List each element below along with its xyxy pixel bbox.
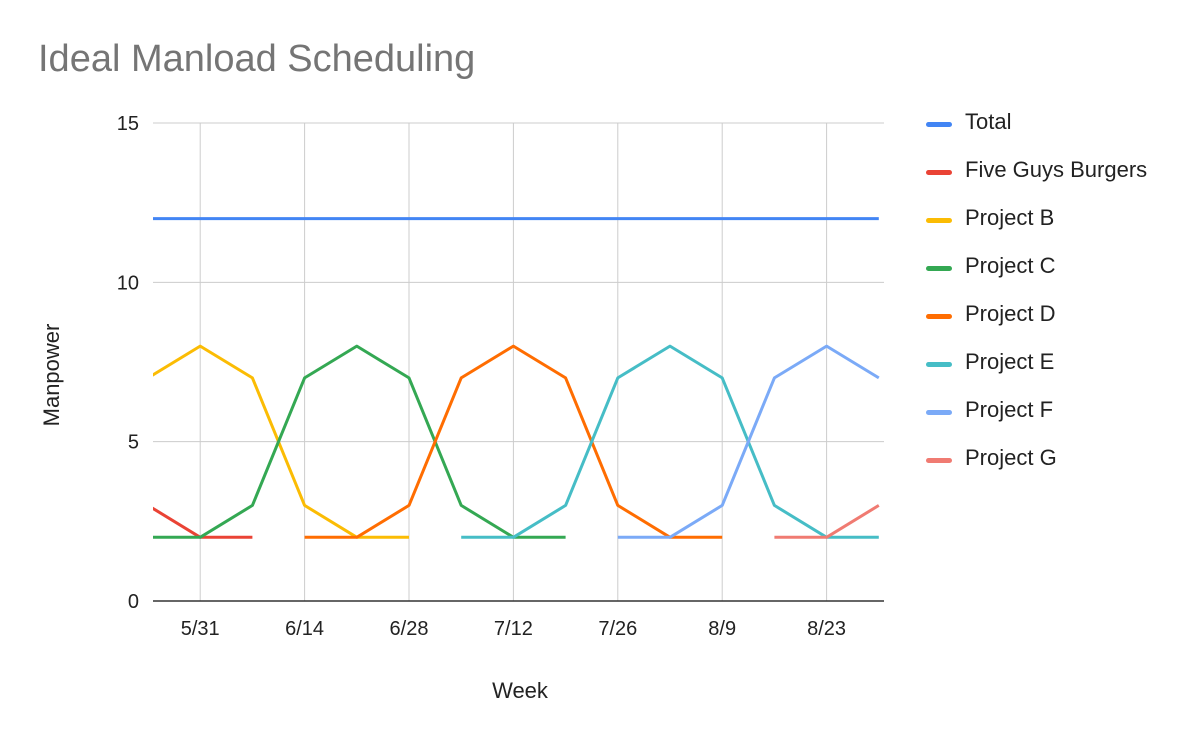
legend-swatch xyxy=(926,218,952,223)
legend-swatch xyxy=(926,266,952,271)
x-tick-label: 6/28 xyxy=(390,618,429,640)
series-line-project-f xyxy=(617,344,880,539)
legend-item: Project D xyxy=(926,300,1147,348)
legend: Total Five Guys Burgers Project B Project C… xyxy=(926,108,1147,492)
legend-item: Project G xyxy=(926,444,1147,492)
legend-label: Project G xyxy=(965,445,1057,470)
x-tick-label: 5/31 xyxy=(181,618,220,640)
x-tick-label: 8/9 xyxy=(708,618,736,640)
legend-swatch xyxy=(926,170,952,175)
series-lines xyxy=(153,217,880,539)
axes: 0 5 10 15 5/31 6/14 6/28 7/12 7/26 8/9 8/23 xyxy=(117,113,884,640)
x-tick-label: 8/23 xyxy=(807,618,846,640)
x-tick-label: 6/14 xyxy=(285,618,324,640)
y-tick-label: 10 xyxy=(117,272,139,294)
series-line-project-d xyxy=(304,344,723,539)
legend-label: Project E xyxy=(965,349,1055,374)
legend-label: Five Guys Burgers xyxy=(965,157,1148,182)
y-axis-title: Manpower xyxy=(39,323,64,427)
legend-item: Project F xyxy=(926,396,1147,444)
x-tick-label: 7/26 xyxy=(598,618,637,640)
x-tick-label: 7/12 xyxy=(494,618,533,640)
x-axis-title: Week xyxy=(492,678,548,703)
legend-label: Project F xyxy=(965,397,1054,422)
grid xyxy=(153,122,884,601)
series-line-project-e xyxy=(461,344,879,539)
legend-swatch xyxy=(926,458,952,463)
series-line-project-g xyxy=(774,504,880,539)
legend-swatch xyxy=(926,314,952,319)
y-tick-label: 5 xyxy=(128,432,139,454)
legend-swatch xyxy=(926,410,952,415)
legend-item: Total xyxy=(926,108,1147,156)
legend-label: Project B xyxy=(965,205,1055,230)
y-tick-label: 15 xyxy=(117,113,139,135)
legend-item: Project B xyxy=(926,204,1147,252)
y-tick-label: 0 xyxy=(128,591,139,613)
series-line-project-c xyxy=(153,344,566,539)
legend-item: Project C xyxy=(926,252,1147,300)
legend-label: Project D xyxy=(965,301,1056,326)
chart-title: Ideal Manload Scheduling xyxy=(38,38,476,80)
legend-swatch xyxy=(926,362,952,367)
legend-swatch xyxy=(926,122,952,127)
legend-item: Project E xyxy=(926,348,1147,396)
legend-label: Total xyxy=(965,109,1012,134)
legend-item: Five Guys Burgers xyxy=(926,156,1147,204)
legend-label: Project C xyxy=(965,253,1056,278)
